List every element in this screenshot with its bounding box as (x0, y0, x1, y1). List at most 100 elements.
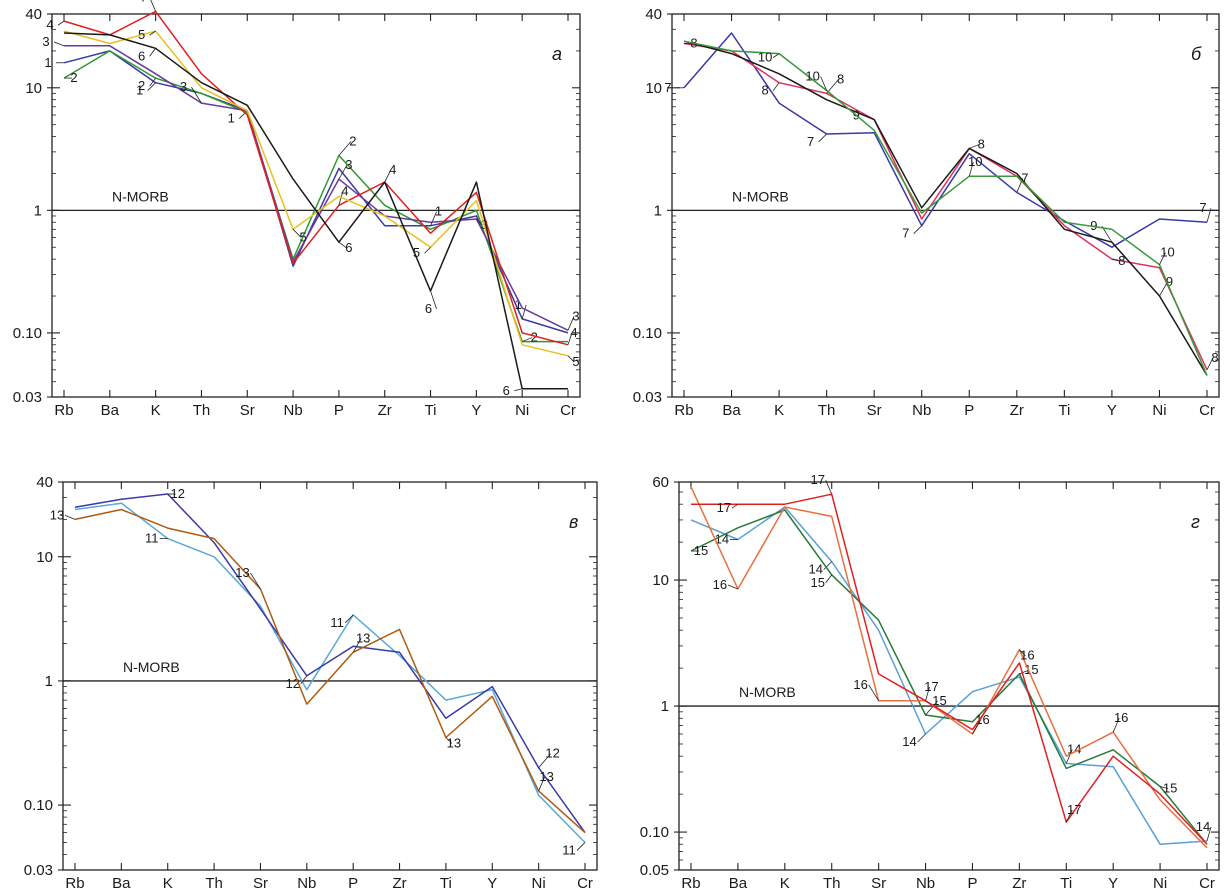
series-number-label: 5 (572, 354, 579, 369)
series-number-label: 7 (902, 226, 909, 241)
x-tick-label: Nb (297, 875, 316, 888)
series-line (683, 40, 1208, 376)
series-label-leader (53, 41, 65, 47)
series-number-label: 2 (70, 70, 77, 85)
series-label-leader (64, 515, 76, 520)
x-tick-label: Ti (1058, 402, 1070, 419)
series-label-leader (57, 20, 65, 26)
x-tick-label: Th (193, 402, 211, 419)
plot-frame (62, 481, 598, 871)
series-number-label: 2 (138, 78, 145, 93)
plot-frame (671, 13, 1220, 398)
x-tick-label: K (163, 875, 173, 888)
x-tick-label: Rb (65, 875, 84, 888)
plot-frame (678, 481, 1220, 871)
series-number-label: 15 (810, 575, 824, 590)
x-tick-label: Ba (729, 875, 748, 888)
x-tick-label: Zr (1010, 402, 1024, 419)
series-label-leader (292, 229, 302, 238)
series-number-label: 11 (145, 531, 159, 546)
x-tick-label: Ni (1152, 402, 1166, 419)
y-tick-label: 0.03 (24, 862, 53, 879)
series-number-label: 6 (503, 383, 510, 398)
series-label-leader (1065, 809, 1073, 823)
series-label-leader (384, 169, 392, 183)
x-tick-label: Cr (560, 402, 576, 419)
series-label-leader (445, 737, 453, 744)
x-tick-label: K (780, 875, 790, 888)
x-tick-label: Cr (577, 875, 593, 888)
series-number-label: 15 (694, 543, 708, 558)
series-number-label: 8 (837, 71, 844, 86)
series-label-leader (300, 675, 308, 685)
panel-letter: г (1191, 512, 1200, 532)
series-number-label: 10 (758, 50, 772, 65)
series-number-label: 7 (807, 134, 814, 149)
series-line (63, 30, 569, 357)
x-tick-label: Sr (253, 875, 268, 888)
series-label-leader (1101, 225, 1113, 243)
x-tick-label: Zr (1012, 875, 1026, 888)
x-tick-label: Y (1108, 875, 1118, 888)
x-tick-label: Ti (425, 402, 437, 419)
series-number-label: 17 (924, 679, 938, 694)
series-label-leader (150, 0, 157, 12)
x-tick-label: Ba (112, 875, 131, 888)
series-number-label: 13 (50, 507, 64, 522)
y-tick-label: 0.10 (24, 797, 53, 814)
series-number-label: 11 (562, 842, 576, 857)
series-label-leader (338, 141, 352, 156)
series-label-leader (338, 191, 344, 206)
y-tick-label: 40 (36, 474, 53, 491)
series-label-leader (1065, 749, 1073, 764)
series-label-leader (825, 574, 833, 584)
x-tick-label: Ni (532, 875, 546, 888)
series-label-leader (731, 503, 739, 509)
x-tick-label: Th (818, 402, 836, 419)
x-tick-label: Sr (867, 402, 882, 419)
x-tick-label: K (774, 402, 784, 419)
y-tick-label: 0.10 (640, 824, 669, 841)
series-label-leader (430, 290, 437, 310)
series-number-label: 8 (1118, 253, 1125, 268)
series-label-leader (147, 82, 156, 91)
series-label-leader (1206, 208, 1212, 223)
series-number-label: 3 (572, 308, 579, 323)
series-number-label: 16 (1114, 710, 1128, 725)
series-number-label: 11 (330, 615, 344, 630)
series-label-leader (820, 76, 828, 91)
series-number-label: 13 (356, 630, 370, 645)
x-tick-label: Sr (240, 402, 255, 419)
x-tick-label: P (348, 875, 358, 888)
series-number-label: 1 (228, 111, 235, 126)
series-line (74, 508, 586, 834)
series-number-label: 4 (570, 325, 577, 340)
series-line (74, 502, 586, 844)
series-label-leader (727, 584, 739, 590)
y-tick-label: 1 (45, 673, 53, 690)
series-number-label: 16 (713, 577, 727, 592)
x-tick-label: Rb (54, 402, 73, 419)
series-number-label: 10 (805, 69, 819, 84)
y-tick-label: 10 (652, 572, 669, 589)
y-tick-label: 10 (36, 549, 53, 566)
series-number-label: 8 (761, 83, 768, 98)
x-tick-label: Nb (916, 875, 935, 888)
series-label-leader (1112, 718, 1120, 733)
x-tick-label: Nb (283, 402, 302, 419)
series-number-label: 2 (531, 330, 538, 345)
x-tick-label: Ba (722, 402, 741, 419)
series-line (690, 506, 1208, 846)
x-tick-label: P (964, 402, 974, 419)
series-number-label: 4 (389, 162, 396, 177)
series-label-leader (430, 211, 437, 226)
series-label-leader (476, 218, 483, 226)
x-tick-label: Ni (1153, 875, 1167, 888)
series-label-leader (913, 225, 923, 234)
y-tick-label: 1 (654, 202, 662, 219)
series-line (64, 45, 569, 331)
series-number-label: 6 (138, 48, 145, 63)
x-tick-label: Zr (392, 875, 406, 888)
series-number-label: 16 (853, 677, 867, 692)
series-line (683, 32, 1208, 248)
